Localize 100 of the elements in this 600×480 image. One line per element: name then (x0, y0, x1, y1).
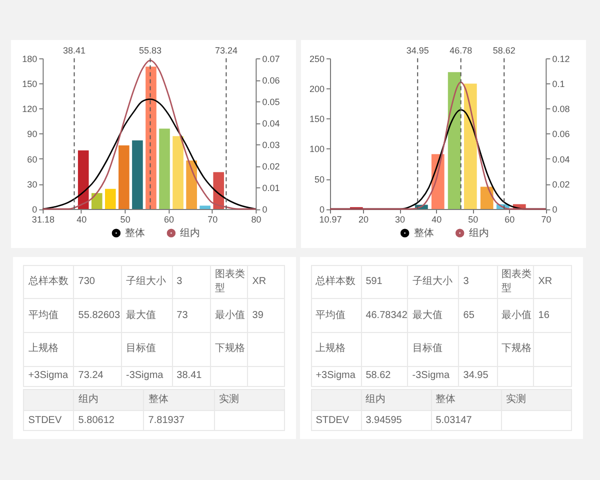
ref-line-label: 38.41 (62, 45, 86, 56)
text: 整体 (144, 390, 214, 410)
bar (146, 66, 156, 209)
legend-label: 组内 (180, 227, 200, 240)
x-tick-label: 30 (395, 214, 406, 224)
text: 7.81937 (144, 410, 214, 430)
y2-tick-label: 0.06 (262, 75, 280, 86)
text: 最小值 (210, 298, 248, 333)
text: 平均值 (311, 298, 362, 333)
x-tick-label: 80 (251, 214, 262, 224)
y-tick-label: 0 (319, 204, 324, 214)
bar (132, 140, 143, 209)
text: 3.94595 (361, 410, 432, 430)
text: 65 (458, 298, 498, 333)
ref-line-label: 73.24 (214, 45, 238, 56)
y2-tick-label: 0.02 (552, 179, 570, 190)
x-tick-label: 20 (358, 214, 369, 224)
y2-tick-label: 0.1 (552, 78, 565, 89)
text: 39 (248, 298, 285, 333)
text: 子组大小 (121, 266, 172, 299)
legend-label: 整体 (125, 227, 146, 240)
x-tick-label: 31.18 (32, 214, 54, 224)
x-tick-label: 40 (432, 214, 442, 224)
text: 总样本数 (311, 266, 362, 299)
bar (213, 172, 224, 209)
text: -3Sigma (408, 366, 459, 386)
text: 5.80612 (74, 410, 144, 430)
text: 平均值 (24, 298, 74, 333)
x-tick-label: 70 (541, 214, 552, 224)
bar (78, 150, 89, 209)
bar (172, 136, 184, 209)
y-tick-label: 100 (309, 144, 324, 154)
y-tick-label: 150 (22, 78, 38, 89)
ref-line-label: 58.62 (492, 45, 516, 56)
text: 实测 (501, 390, 572, 410)
y-tick-label: 200 (309, 84, 324, 94)
text: 上规格 (24, 332, 74, 366)
x-tick-label: 50 (120, 214, 130, 224)
text: 组内 (74, 390, 144, 410)
text: 图表类型 (210, 266, 248, 299)
text: 最大值 (121, 298, 172, 333)
y-tick-label: 0 (32, 204, 38, 214)
y2-tick-label: 0.01 (262, 182, 280, 193)
text: 最大值 (408, 298, 459, 333)
text: 73.24 (74, 366, 122, 386)
legend-label: 整体 (414, 227, 434, 240)
text: 图表类型 (497, 266, 534, 299)
text: 目标值 (121, 332, 172, 366)
y2-tick-label: 0.04 (552, 154, 570, 164)
text: 73 (172, 298, 210, 333)
text: 46.78342 (361, 298, 408, 333)
y2-tick-label: 0.07 (262, 54, 280, 64)
text: 3 (172, 266, 210, 299)
text: +3Sigma (311, 366, 362, 386)
y-tick-label: 250 (309, 54, 324, 64)
y2-tick-label: 0.12 (552, 54, 570, 64)
x-tick-label: 40 (76, 214, 87, 224)
text: 3 (458, 266, 498, 299)
text: 实测 (214, 390, 285, 410)
text: 16 (534, 298, 572, 333)
text: XR (248, 266, 285, 299)
bar (105, 188, 116, 209)
text: XR (534, 266, 572, 299)
y-tick-label: 180 (22, 54, 38, 64)
ref-line-label: 34.95 (406, 45, 429, 56)
text: 上规格 (311, 332, 362, 366)
text: 组内 (361, 390, 432, 410)
text: 38.41 (172, 366, 210, 386)
bar (186, 160, 197, 209)
text: 目标值 (408, 332, 459, 366)
bar (159, 128, 170, 209)
y-tick-label: 60 (27, 154, 38, 164)
text: 整体 (431, 390, 502, 410)
bar (91, 193, 102, 209)
y-tick-label: 120 (22, 104, 38, 114)
x-tick-label: 50 (468, 214, 478, 224)
y2-tick-label: 0.06 (552, 129, 570, 140)
x-tick-label: 60 (504, 214, 515, 224)
y2-tick-label: 0.08 (552, 104, 570, 114)
text: 子组大小 (408, 266, 459, 299)
ref-line-label: 46.78 (450, 45, 472, 56)
text: 591 (361, 266, 408, 299)
bar (200, 206, 210, 209)
text: -3Sigma (121, 366, 172, 386)
text: 最小值 (497, 298, 534, 333)
x-tick-label: 60 (164, 214, 174, 224)
x-tick-label: 70 (208, 214, 218, 224)
text: 下规格 (210, 332, 248, 366)
y-tick-label: 50 (314, 174, 324, 184)
y2-tick-label: 0 (552, 204, 558, 214)
text: +3Sigma (24, 366, 74, 386)
bar (480, 186, 494, 209)
text: 下规格 (497, 332, 534, 366)
y2-tick-label: 0.02 (262, 161, 280, 172)
text: 55.82603 (74, 298, 122, 333)
bar (118, 145, 130, 209)
y-tick-label: 150 (309, 114, 324, 124)
y-tick-label: 90 (27, 129, 38, 140)
legend-label: 组内 (468, 227, 489, 240)
text: 730 (74, 266, 122, 299)
